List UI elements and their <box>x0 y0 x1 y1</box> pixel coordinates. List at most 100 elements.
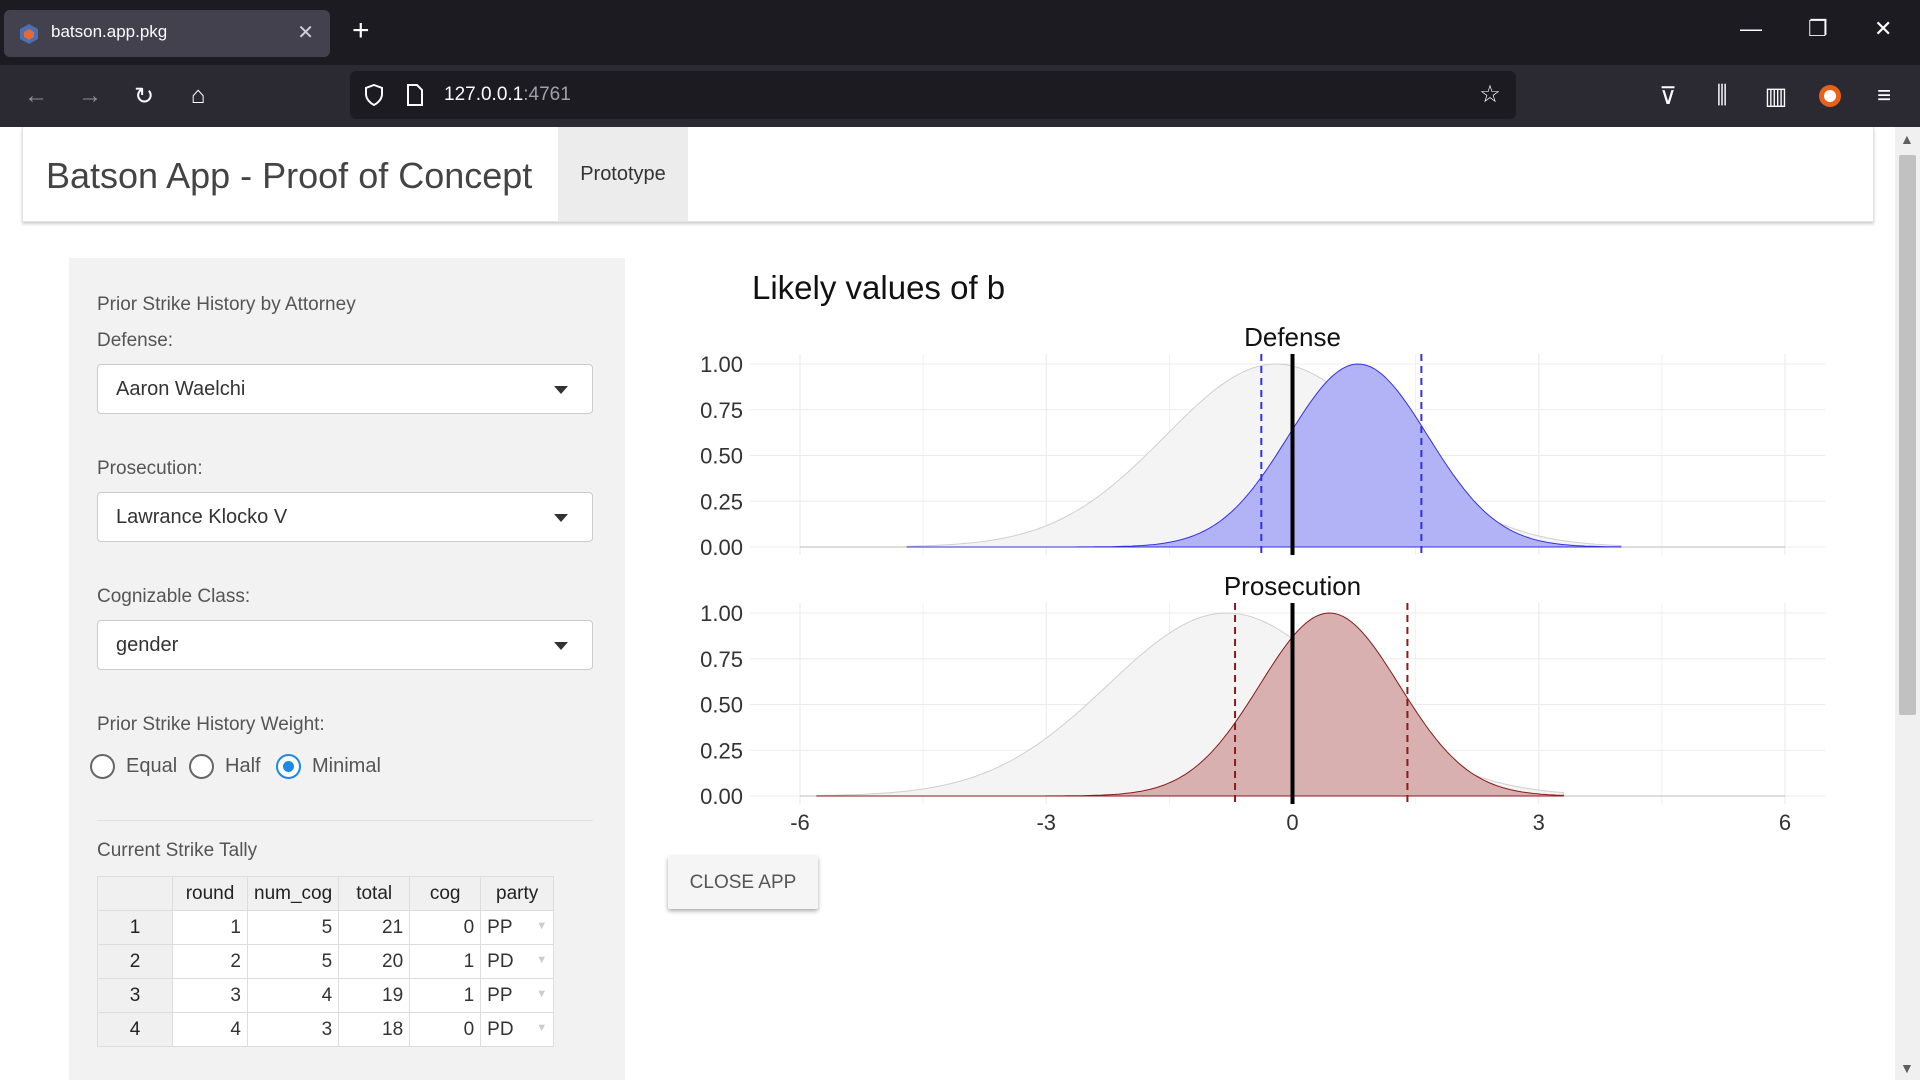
defense-select-value: Aaron Waelchi <box>116 378 246 400</box>
home-icon[interactable]: ⌂ <box>190 82 206 109</box>
strike-tally-table: round num_cog total cog party 1 1 5 21 0… <box>97 876 555 1047</box>
radio-label-minimal: Minimal <box>312 755 381 777</box>
page-icon[interactable] <box>406 84 424 106</box>
tab-prototype[interactable]: Prototype <box>558 127 688 221</box>
column-header <box>97 876 173 911</box>
x-tick-label: 0 <box>1286 810 1298 835</box>
class-select[interactable]: gender <box>97 620 593 670</box>
radio-half[interactable]: Half <box>189 754 261 779</box>
chevron-down-icon: ▼ <box>536 987 548 1000</box>
radio-circle[interactable] <box>189 754 214 779</box>
cell-round[interactable]: 1 <box>172 910 248 945</box>
cell-round[interactable]: 4 <box>172 1012 248 1047</box>
divider <box>97 820 593 821</box>
chevron-down-icon <box>554 386 568 394</box>
scrollbar[interactable]: ▲ ▼ <box>1895 127 1920 1080</box>
column-header[interactable]: total <box>338 876 411 911</box>
panel-title: Prosecution <box>1224 571 1361 601</box>
tally-title: Current Strike Tally <box>97 840 258 861</box>
column-header[interactable]: num_cog <box>246 876 340 911</box>
restore-icon[interactable]: ❐ <box>1808 16 1828 41</box>
column-header[interactable]: cog <box>409 876 482 911</box>
prosecution-label: Prosecution: <box>97 458 203 479</box>
radio-circle-selected[interactable] <box>276 754 301 779</box>
library-icon[interactable]: ⫼ <box>1716 82 1728 109</box>
sidebar-panel: Prior Strike History by Attorney Defense… <box>69 258 625 1080</box>
chevron-down-icon <box>554 642 568 650</box>
y-tick-label: 0.00 <box>700 784 743 809</box>
extension-icon[interactable] <box>1816 82 1844 110</box>
browser-chrome: batson.app.pkg ✕ + — ❐ ✕ ← → ↻ ⌂ 127.0.0… <box>0 0 1920 127</box>
table-row: 1 1 5 21 0 PP ▼ <box>97 910 555 945</box>
new-tab-icon[interactable]: + <box>352 14 370 47</box>
sidebar-icon[interactable]: ▥ <box>1764 82 1788 110</box>
forward-icon[interactable]: → <box>78 82 102 109</box>
cell-party[interactable]: PP ▼ <box>480 910 555 945</box>
y-tick-label: 0.25 <box>700 489 743 514</box>
shield-icon[interactable] <box>364 84 384 106</box>
cell-cog[interactable]: 0 <box>409 910 482 945</box>
scroll-up-icon[interactable]: ▲ <box>1900 131 1914 147</box>
tab-close-icon[interactable]: ✕ <box>297 22 314 44</box>
cell-num-cog[interactable]: 3 <box>246 1012 340 1047</box>
scroll-down-icon[interactable]: ▼ <box>1900 1060 1914 1076</box>
column-header[interactable]: party <box>480 876 555 911</box>
minimize-icon[interactable]: — <box>1740 16 1762 41</box>
cell-num-cog[interactable]: 5 <box>246 910 340 945</box>
chevron-down-icon: ▼ <box>536 953 548 966</box>
cell-num-cog[interactable]: 5 <box>246 944 340 979</box>
section-title: Prior Strike History by Attorney <box>97 294 356 315</box>
scrollbar-thumb[interactable] <box>1899 155 1916 715</box>
posterior-density-area <box>816 612 1564 797</box>
defense-label: Defense: <box>97 330 174 351</box>
y-tick-label: 0.25 <box>700 738 743 763</box>
close-app-button[interactable]: CLOSE APP <box>668 856 818 909</box>
cell-round[interactable]: 2 <box>172 944 248 979</box>
defense-select[interactable]: Aaron Waelchi <box>97 364 593 414</box>
browser-tab[interactable]: batson.app.pkg ✕ <box>4 10 330 57</box>
y-tick-label: 1.00 <box>700 352 743 377</box>
url-bar[interactable]: 127.0.0.1:4761 ☆ <box>350 71 1516 119</box>
nav-bar: ← → ↻ ⌂ 127.0.0.1:4761 ☆ ⊽ ⫼ ▥ ≡ <box>0 65 1920 127</box>
close-window-icon[interactable]: ✕ <box>1874 16 1893 41</box>
star-icon[interactable]: ☆ <box>1479 80 1501 108</box>
cell-total[interactable]: 18 <box>338 1012 411 1047</box>
x-tick-label: -3 <box>1036 810 1056 835</box>
menu-icon[interactable]: ≡ <box>1876 82 1891 109</box>
x-tick-label: 6 <box>1779 810 1791 835</box>
table-row: 4 4 3 18 0 PD ▼ <box>97 1012 555 1047</box>
chart-panels: Defense 0.00 0.25 0.50 0.75 1.00 Prosecution 0.… <box>700 322 1825 835</box>
app-navbar: Batson App - Proof of Concept Prototype <box>22 127 1874 222</box>
cell-num-cog[interactable]: 4 <box>246 978 340 1013</box>
url-text[interactable]: 127.0.0.1:4761 <box>444 84 571 105</box>
cell-total[interactable]: 21 <box>338 910 411 945</box>
cell-cog[interactable]: 1 <box>409 944 482 979</box>
back-icon[interactable]: ← <box>24 82 48 109</box>
radio-minimal[interactable]: Minimal <box>276 754 381 779</box>
reload-icon[interactable]: ↻ <box>133 82 155 110</box>
x-tick-label: -6 <box>790 810 810 835</box>
pocket-icon[interactable]: ⊽ <box>1659 82 1677 110</box>
radio-circle[interactable] <box>90 754 115 779</box>
cell-party[interactable]: PD ▼ <box>480 944 555 979</box>
y-tick-label: 0.00 <box>700 535 743 560</box>
chart-title: Likely values of b <box>752 269 1005 306</box>
cell-cog[interactable]: 1 <box>409 978 482 1013</box>
row-index: 2 <box>97 944 173 979</box>
y-tick-label: 0.75 <box>700 647 743 672</box>
cell-round[interactable]: 3 <box>172 978 248 1013</box>
cell-party[interactable]: PD ▼ <box>480 1012 555 1047</box>
x-tick-label: 3 <box>1533 810 1545 835</box>
app-favicon-icon <box>20 24 38 44</box>
cell-total[interactable]: 19 <box>338 978 411 1013</box>
column-header[interactable]: round <box>172 876 248 911</box>
tab-bar: batson.app.pkg ✕ + — ❐ ✕ <box>0 0 1920 65</box>
cell-total[interactable]: 20 <box>338 944 411 979</box>
radio-equal[interactable]: Equal <box>90 754 177 779</box>
cell-cog[interactable]: 0 <box>409 1012 482 1047</box>
chevron-down-icon <box>554 514 568 522</box>
prosecution-select[interactable]: Lawrance Klocko V <box>97 492 593 542</box>
table-header-row: round num_cog total cog party <box>97 876 555 911</box>
cell-party[interactable]: PP ▼ <box>480 978 555 1013</box>
class-select-value: gender <box>116 634 179 656</box>
